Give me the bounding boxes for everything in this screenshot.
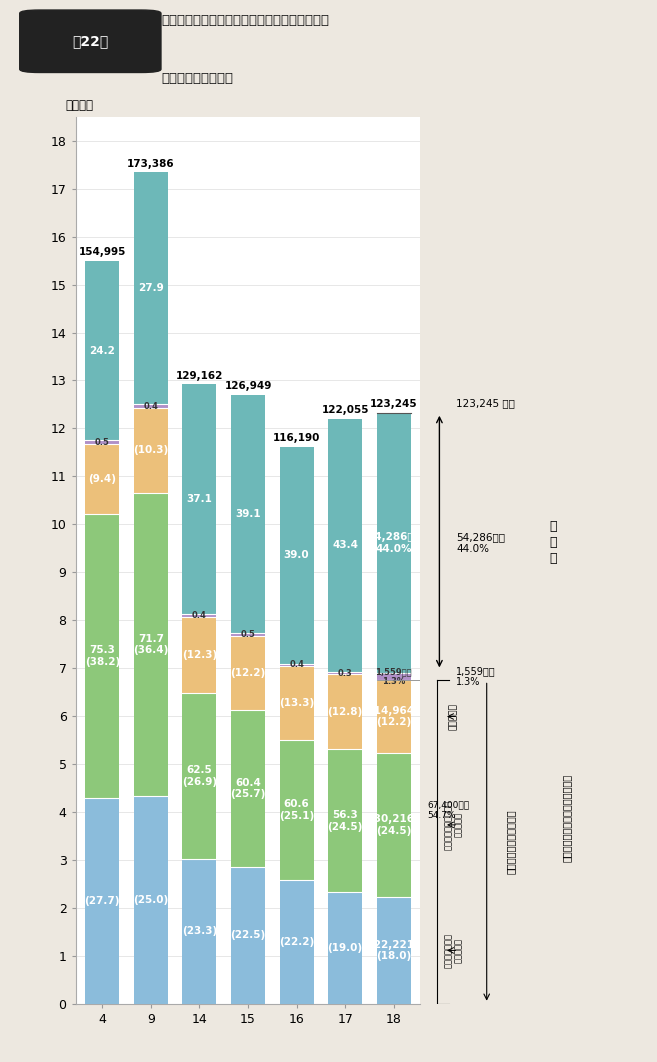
Bar <box>231 633 265 636</box>
Text: (22,221)
(18.0): (22,221) (18.0) <box>369 940 419 961</box>
Bar <box>376 753 411 897</box>
Text: 67,400億円
54.7%: 67,400億円 54.7% <box>428 801 470 820</box>
Text: 債務負担行為に基づく翌年度以降支出予定額の: 債務負担行為に基づく翌年度以降支出予定額の <box>161 14 329 27</box>
Text: 43.4: 43.4 <box>332 541 358 550</box>
Text: （兆円）: （兆円） <box>66 99 94 112</box>
Text: 116,190: 116,190 <box>273 433 320 443</box>
Text: 目的別構成比の推移: 目的別構成比の推移 <box>161 71 233 85</box>
Text: （その他）: （その他） <box>449 703 458 730</box>
Bar <box>328 672 362 674</box>
Bar <box>183 617 216 692</box>
Text: 0.3: 0.3 <box>338 669 353 678</box>
Text: (22.2): (22.2) <box>279 937 314 946</box>
Text: 0.4: 0.4 <box>289 661 304 669</box>
FancyBboxPatch shape <box>20 10 161 72</box>
Text: (13.3): (13.3) <box>279 698 314 708</box>
Bar <box>231 395 265 633</box>
Bar <box>328 892 362 1004</box>
Bar <box>280 447 313 664</box>
Text: 0.5: 0.5 <box>95 438 110 447</box>
Bar <box>280 664 313 666</box>
Text: 24.2: 24.2 <box>89 345 115 356</box>
Text: 54,286億円
44.0%: 54,286億円 44.0% <box>367 532 420 553</box>
Bar <box>183 614 216 617</box>
Text: (25.0): (25.0) <box>133 894 168 905</box>
Text: 123,245 億円: 123,245 億円 <box>456 398 515 409</box>
Bar <box>231 710 265 867</box>
Text: 60.4
(25.7): 60.4 (25.7) <box>231 777 265 800</box>
Text: 0.4: 0.4 <box>143 401 158 411</box>
Text: 39.1: 39.1 <box>235 509 261 519</box>
Bar <box>134 172 168 405</box>
Bar <box>376 672 411 681</box>
Text: 39.0: 39.0 <box>284 550 309 561</box>
Bar <box>134 795 168 1004</box>
Bar <box>85 444 120 514</box>
Bar <box>183 384 216 614</box>
Text: 0.5: 0.5 <box>240 630 256 639</box>
Text: (12.2): (12.2) <box>231 668 265 679</box>
Text: （土地の購入に
係るもの）: （土地の購入に 係るもの） <box>444 932 463 967</box>
Text: 第22図: 第22図 <box>72 34 109 48</box>
Bar <box>85 441 120 444</box>
Text: 1,559億円
1.3%: 1,559億円 1.3% <box>375 667 412 686</box>
Text: 126,949: 126,949 <box>224 381 272 391</box>
Text: 75.3
(38.2): 75.3 (38.2) <box>85 645 120 667</box>
Text: 債務保証又は損失補償に係るもの: 債務保証又は損失補償に係るもの <box>562 774 572 862</box>
Text: (14,964)
(12.2): (14,964) (12.2) <box>369 705 419 727</box>
Bar <box>85 798 120 1004</box>
Text: 154,995: 154,995 <box>79 246 126 257</box>
Bar <box>183 692 216 859</box>
Bar <box>183 859 216 1004</box>
Text: そ
の
他: そ の 他 <box>549 520 556 565</box>
Text: 122,055: 122,055 <box>321 405 369 414</box>
Bar <box>231 636 265 710</box>
Text: (22.5): (22.5) <box>231 930 265 940</box>
Bar <box>134 405 168 408</box>
Text: 56.3
(24.5): 56.3 (24.5) <box>327 810 363 832</box>
Bar <box>328 749 362 892</box>
Text: 54,286億円
44.0%: 54,286億円 44.0% <box>456 532 505 553</box>
Text: (23.3): (23.3) <box>182 926 217 937</box>
Text: (30,216)
(24.5): (30,216) (24.5) <box>369 815 419 836</box>
Text: 62.5
(26.9): 62.5 (26.9) <box>182 766 217 787</box>
Text: 173,386: 173,386 <box>127 158 175 169</box>
Text: 物件の購入等に係るもの: 物件の購入等に係るもの <box>505 809 515 874</box>
Text: （製造、工事の請負に
係るもの）: （製造、工事の請負に 係るもの） <box>444 800 463 850</box>
Bar <box>85 514 120 798</box>
Text: 71.7
(36.4): 71.7 (36.4) <box>133 634 169 655</box>
Text: (9.4): (9.4) <box>88 474 116 484</box>
Bar <box>134 493 168 795</box>
Bar <box>280 666 313 740</box>
Text: (27.7): (27.7) <box>85 895 120 906</box>
Text: 0.4: 0.4 <box>192 611 207 620</box>
Bar <box>280 880 313 1004</box>
Text: 60.6
(25.1): 60.6 (25.1) <box>279 800 314 821</box>
Text: (19.0): (19.0) <box>328 943 363 953</box>
Bar <box>328 674 362 749</box>
Bar <box>376 897 411 1004</box>
Bar <box>280 740 313 880</box>
Text: 129,162: 129,162 <box>176 371 223 380</box>
Bar <box>376 413 411 672</box>
Text: 123,245: 123,245 <box>370 399 418 409</box>
Bar <box>376 681 411 753</box>
Text: (10.3): (10.3) <box>133 445 168 456</box>
Text: 1,559億円
1.3%: 1,559億円 1.3% <box>456 666 495 687</box>
Text: 37.1: 37.1 <box>187 494 212 504</box>
Bar <box>231 867 265 1004</box>
Bar <box>134 408 168 493</box>
Bar <box>328 418 362 672</box>
Text: (12.8): (12.8) <box>328 706 363 717</box>
Text: (12.3): (12.3) <box>182 650 217 660</box>
Text: 27.9: 27.9 <box>138 284 164 293</box>
Bar <box>85 260 120 441</box>
